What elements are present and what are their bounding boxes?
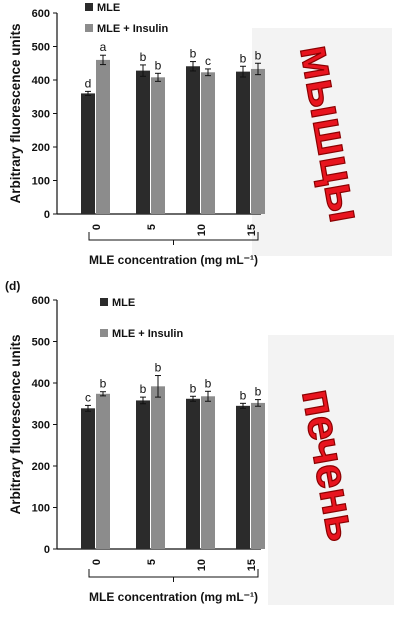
y-tick-label: 0 bbox=[44, 209, 50, 221]
x-tick-label: 10 bbox=[196, 559, 208, 571]
x-tick-label: 10 bbox=[196, 224, 208, 236]
y-tick-label: 200 bbox=[32, 142, 50, 154]
y-tick-label: 400 bbox=[32, 75, 50, 87]
y-tick-label: 300 bbox=[32, 109, 50, 121]
significance-letter: b bbox=[155, 361, 162, 375]
x-tick-label: 0 bbox=[91, 559, 103, 565]
bar-mle bbox=[81, 408, 95, 549]
significance-letter: c bbox=[205, 54, 211, 68]
y-tick-label: 0 bbox=[44, 544, 50, 556]
legend-swatch bbox=[85, 3, 93, 11]
y-tick-label: 500 bbox=[32, 337, 50, 349]
bar-mle bbox=[186, 398, 200, 549]
x-tick-label: 15 bbox=[246, 224, 258, 236]
bar-mle bbox=[136, 70, 150, 215]
y-tick-label: 100 bbox=[32, 503, 50, 515]
bar-mle-insulin bbox=[201, 72, 215, 214]
bar-mle-insulin bbox=[96, 59, 110, 215]
significance-letter: b bbox=[140, 382, 147, 396]
significance-letter: a bbox=[100, 40, 107, 54]
bar-mle bbox=[236, 71, 250, 214]
legend-entry: MLE bbox=[97, 2, 120, 14]
bar-mle-insulin bbox=[251, 402, 265, 549]
significance-letter: b bbox=[190, 47, 197, 61]
significance-letter: d bbox=[85, 76, 92, 90]
stamp-top-shadow bbox=[252, 28, 392, 256]
significance-letter: b bbox=[240, 388, 247, 402]
y-tick-label: 500 bbox=[32, 42, 50, 54]
x-axis-label: MLE concentration (mg mL⁻¹) bbox=[89, 590, 258, 604]
bar-mle-insulin bbox=[201, 396, 215, 549]
stamp-bottom: печень bbox=[268, 335, 394, 605]
x-tick-label: 0 bbox=[91, 224, 103, 230]
significance-letter: c bbox=[85, 390, 91, 404]
bar-mle bbox=[186, 66, 200, 214]
x-axis-label: MLE concentration (mg mL⁻¹) bbox=[89, 253, 258, 267]
legend-entry: MLE bbox=[112, 297, 135, 309]
y-tick-label: 400 bbox=[32, 378, 50, 390]
bar-mle-insulin bbox=[251, 68, 265, 214]
category-bracket bbox=[88, 569, 259, 582]
significance-letter: b bbox=[255, 385, 262, 399]
y-tick-label: 300 bbox=[32, 420, 50, 432]
x-tick-label: 15 bbox=[246, 559, 258, 571]
y-tick-label: 200 bbox=[32, 461, 50, 473]
significance-letter: b bbox=[100, 377, 107, 391]
legend-entry: MLE + Insulin bbox=[97, 23, 168, 35]
significance-letter: b bbox=[140, 50, 147, 64]
bar-mle-insulin bbox=[151, 77, 165, 214]
x-tick-label: 5 bbox=[146, 559, 158, 565]
y-tick-label: 600 bbox=[32, 8, 50, 20]
bar-mle bbox=[136, 400, 150, 549]
legend-swatch bbox=[100, 329, 108, 337]
bar-mle-insulin bbox=[96, 393, 110, 549]
significance-letter: b bbox=[205, 376, 212, 390]
y-tick-label: 100 bbox=[32, 176, 50, 188]
y-axis-label: Arbitrary fluorescence units bbox=[8, 334, 23, 514]
legend-swatch bbox=[100, 298, 108, 306]
significance-letter: b bbox=[155, 58, 162, 72]
category-bracket bbox=[88, 232, 259, 245]
legend-entry: MLE + Insulin bbox=[112, 328, 183, 340]
y-tick-label: 600 bbox=[32, 295, 50, 307]
significance-letter: b bbox=[240, 51, 247, 65]
bar-mle bbox=[236, 405, 250, 549]
legend-swatch bbox=[85, 24, 93, 32]
stamp-top: мышцы bbox=[252, 28, 392, 256]
y-axis-label: Arbitrary fluorescence units bbox=[8, 23, 23, 203]
stamp-bottom-shadow bbox=[268, 335, 394, 605]
bar-mle bbox=[81, 93, 95, 214]
panel-label: (d) bbox=[5, 279, 20, 293]
bar-mle-insulin bbox=[151, 386, 165, 549]
significance-letter: b bbox=[255, 48, 262, 62]
x-tick-label: 5 bbox=[146, 224, 158, 230]
significance-letter: b bbox=[190, 381, 197, 395]
